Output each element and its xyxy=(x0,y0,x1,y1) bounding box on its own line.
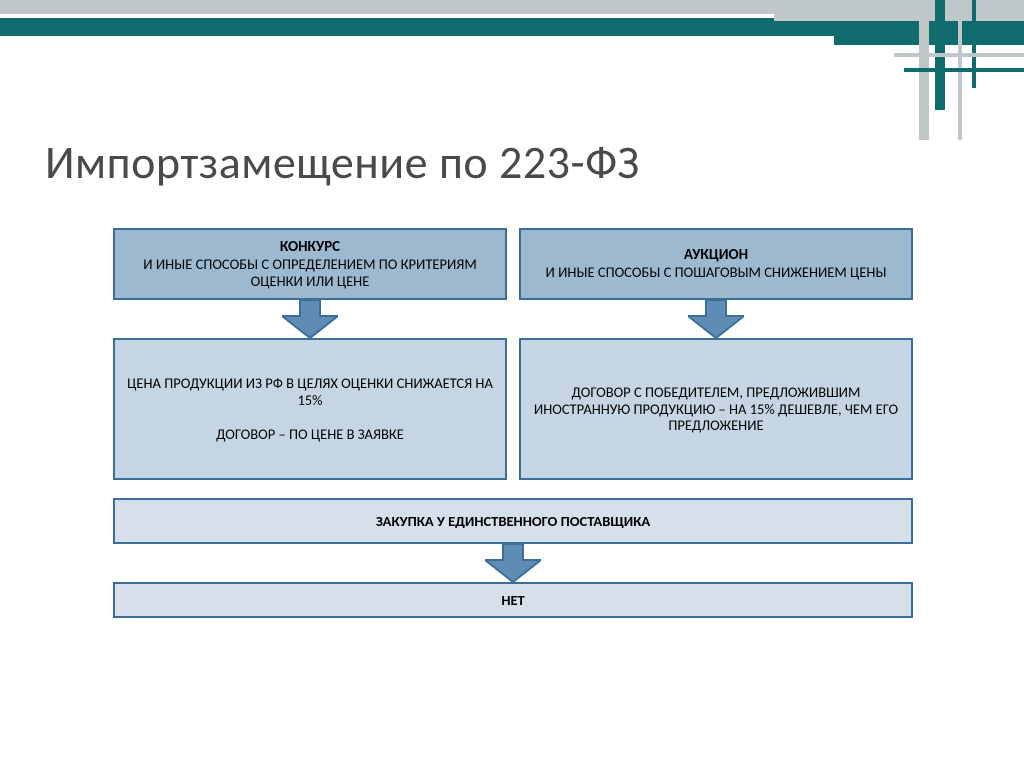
box-single-supplier: ЗАКУПКА У ЕДИНСТВЕННОГО ПОСТАВЩИКА xyxy=(113,498,913,544)
box-auction-title: АУКЦИОН xyxy=(531,247,901,264)
box-winner-contract: ДОГОВОР С ПОБЕДИТЕЛЕМ, ПРЕДЛОЖИВШИМ ИНОС… xyxy=(519,338,913,480)
flow-row-1: КОНКУРС И ИНЫЕ СПОСОБЫ С ОПРЕДЕЛЕНИЕМ ПО… xyxy=(113,228,913,300)
box-auction-sub: И ИНЫЕ СПОСОБЫ С ПОШАГОВЫМ СНИЖЕНИЕМ ЦЕН… xyxy=(531,264,901,281)
box-konkurs-sub: И ИНЫЕ СПОСОБЫ С ОПРЕДЕЛЕНИЕМ ПО КРИТЕРИ… xyxy=(125,256,495,289)
box-konkurs-title: КОНКУРС xyxy=(125,239,495,256)
flowchart: КОНКУРС И ИНЫЕ СПОСОБЫ С ОПРЕДЕЛЕНИЕМ ПО… xyxy=(113,228,913,618)
box-price-line1: ЦЕНА ПРОДУКЦИИ ИЗ РФ В ЦЕЛЯХ ОЦЕНКИ СНИЖ… xyxy=(125,375,495,408)
box-no: НЕТ xyxy=(113,582,913,618)
box-no-text: НЕТ xyxy=(125,592,901,609)
corner-decoration xyxy=(774,0,1024,140)
arrow-down-icon xyxy=(485,544,541,582)
box-winner-text: ДОГОВОР С ПОБЕДИТЕЛЕМ, ПРЕДЛОЖИВШИМ ИНОС… xyxy=(531,384,901,434)
flow-row-4: НЕТ xyxy=(113,582,913,618)
arrow-row-1 xyxy=(113,300,913,338)
flow-row-3: ЗАКУПКА У ЕДИНСТВЕННОГО ПОСТАВЩИКА xyxy=(113,498,913,544)
box-konkurs: КОНКУРС И ИНЫЕ СПОСОБЫ С ОПРЕДЕЛЕНИЕМ ПО… xyxy=(113,228,507,300)
box-price-line2: ДОГОВОР – ПО ЦЕНЕ В ЗАЯВКЕ xyxy=(125,426,495,443)
slide-title: Импортзамещение по 223-ФЗ xyxy=(45,135,640,191)
box-price-reduction: ЦЕНА ПРОДУКЦИИ ИЗ РФ В ЦЕЛЯХ ОЦЕНКИ СНИЖ… xyxy=(113,338,507,480)
box-single-supplier-text: ЗАКУПКА У ЕДИНСТВЕННОГО ПОСТАВЩИКА xyxy=(125,513,901,530)
arrow-down-icon xyxy=(282,300,338,338)
arrow-down-icon xyxy=(688,300,744,338)
arrow-row-3 xyxy=(113,544,913,582)
box-auction: АУКЦИОН И ИНЫЕ СПОСОБЫ С ПОШАГОВЫМ СНИЖЕ… xyxy=(519,228,913,300)
flow-row-2: ЦЕНА ПРОДУКЦИИ ИЗ РФ В ЦЕЛЯХ ОЦЕНКИ СНИЖ… xyxy=(113,338,913,480)
